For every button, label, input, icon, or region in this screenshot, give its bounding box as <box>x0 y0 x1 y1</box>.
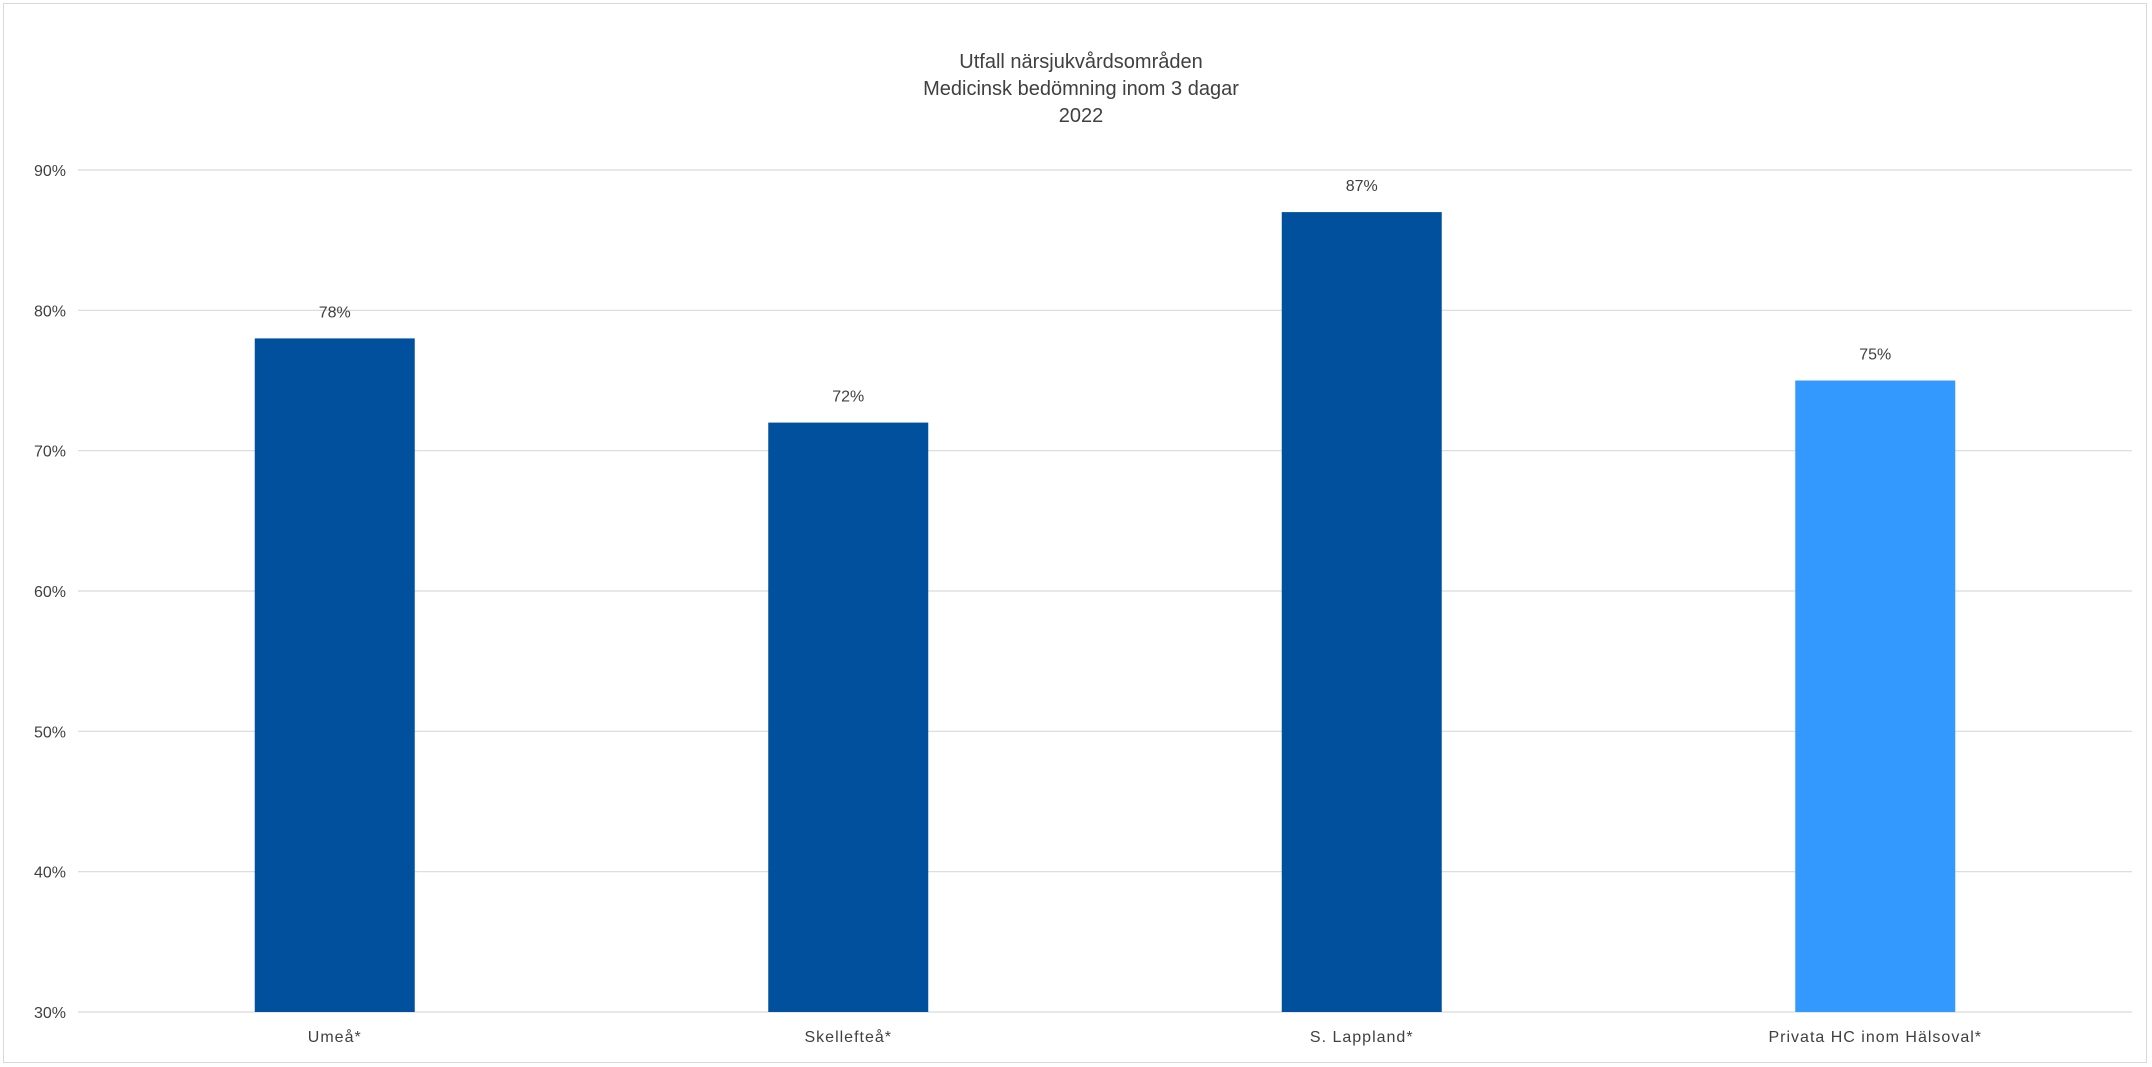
data-labels: 78% 72% 87% 75% <box>319 178 1892 406</box>
y-tick-label: 60% <box>34 584 66 601</box>
chart-title-line-1: Utfall närsjukvårdsområden <box>959 51 1202 73</box>
bars <box>254 212 1956 1013</box>
gridlines <box>78 169 2132 1013</box>
y-tick-label: 50% <box>34 724 66 741</box>
bar <box>768 422 929 1013</box>
y-axis-tick-labels: 30% 40% 50% 60% 70% 80% 90% <box>34 163 66 1022</box>
bar <box>254 338 415 1012</box>
bar-chart: Utfall närsjukvårdsområden Medicinsk bed… <box>34 51 2132 1046</box>
data-label: 75% <box>1859 347 1891 364</box>
x-category-label: Umeå* <box>308 1028 362 1046</box>
data-label: 78% <box>319 304 351 321</box>
data-label: 72% <box>832 389 864 406</box>
data-label: 87% <box>1346 178 1378 195</box>
x-category-label: Privata HC inom Hälsoval* <box>1768 1029 1982 1046</box>
bar <box>1795 380 1956 1012</box>
x-axis-category-labels: Umeå* Skellefteå* S. Lappland* Privata HC i… <box>308 1028 1982 1046</box>
x-category-label: Skellefteå* <box>805 1028 893 1046</box>
y-tick-label: 40% <box>34 865 66 882</box>
y-tick-label: 90% <box>34 163 66 180</box>
chart-frame: Utfall närsjukvårdsområden Medicinsk bed… <box>3 3 2147 1063</box>
y-tick-label: 80% <box>34 303 66 320</box>
chart-title: Utfall närsjukvårdsområden Medicinsk bed… <box>923 51 1239 127</box>
y-tick-label: 30% <box>34 1005 66 1022</box>
x-category-label: S. Lappland* <box>1310 1029 1414 1046</box>
chart-title-line-2: Medicinsk bedömning inom 3 dagar <box>923 78 1239 100</box>
y-tick-label: 70% <box>34 444 66 461</box>
bar <box>1281 212 1442 1013</box>
chart-title-line-3: 2022 <box>1059 105 1104 127</box>
